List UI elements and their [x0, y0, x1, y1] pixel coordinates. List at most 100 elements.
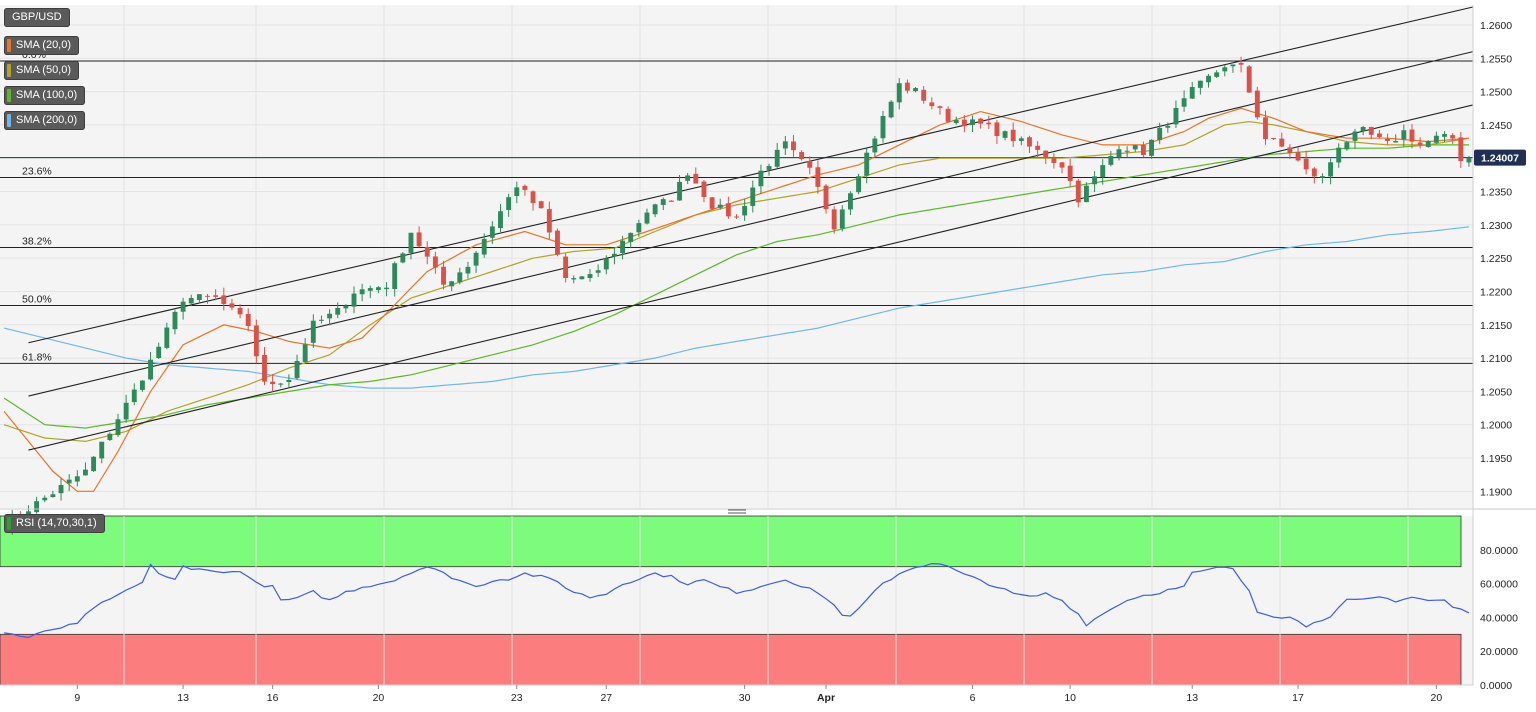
candle-bear — [1027, 137, 1032, 147]
sma-50-swatch — [7, 64, 11, 77]
candle-bear — [929, 102, 935, 107]
candle-bear — [221, 295, 227, 305]
price-tick-label: 1.2150 — [1480, 320, 1512, 332]
candle-bull — [50, 494, 56, 498]
candle-bull — [294, 360, 300, 379]
price-panel — [0, 5, 1473, 508]
legend-sma-100[interactable]: SMA (100,0) — [4, 86, 86, 105]
price-tick-label: 1.2050 — [1480, 386, 1512, 398]
candle-bear — [522, 185, 528, 190]
candle-bull — [1328, 162, 1334, 177]
candle-bear — [1303, 158, 1309, 170]
x-tick-label: 27 — [600, 692, 612, 704]
candle-bull — [302, 344, 308, 363]
candle-bull — [677, 181, 682, 201]
candle-bull — [115, 419, 121, 435]
candle-bull — [1466, 158, 1472, 163]
x-tick-label: 16 — [267, 692, 279, 704]
candle-bear — [815, 167, 821, 187]
candle-bull — [1425, 141, 1431, 147]
candle-bull — [392, 263, 398, 289]
candle-bull — [351, 293, 357, 307]
candle-bear — [904, 82, 910, 91]
candle-bull — [579, 276, 585, 280]
candle-bear — [668, 200, 674, 202]
candle-bear — [530, 191, 536, 204]
candle-bear — [921, 89, 927, 101]
candle-bear — [693, 173, 699, 184]
candle-bull — [327, 313, 333, 319]
candle-bull — [595, 270, 601, 273]
candle-bear — [701, 181, 707, 197]
candle-bull — [1230, 64, 1236, 67]
legend-sma-200[interactable]: SMA (200,0) — [4, 111, 86, 130]
candle-bull — [1206, 75, 1211, 83]
rsi-tick-label: 80.0000 — [1480, 545, 1518, 557]
candle-bear — [1246, 66, 1252, 93]
fib-label: 50.0% — [22, 293, 52, 305]
sma-100-swatch — [7, 89, 11, 102]
x-tick-label: 17 — [1292, 692, 1304, 704]
candle-bull — [58, 484, 64, 494]
candle-bull — [449, 281, 455, 287]
candle-bear — [1067, 165, 1073, 181]
candle-bull — [506, 197, 512, 210]
candle-bear — [725, 203, 731, 217]
candle-bull — [1018, 138, 1024, 141]
candle-bull — [1352, 131, 1358, 141]
rsi-swatch — [7, 517, 11, 530]
candle-bull — [1336, 147, 1342, 163]
candle-bear — [807, 160, 813, 168]
candle-bull — [1214, 72, 1220, 77]
candle-bear — [799, 151, 805, 160]
candle-bull — [83, 469, 88, 476]
candle-bull — [74, 476, 80, 482]
candle-bear — [1458, 137, 1464, 162]
candle-bear — [1295, 152, 1301, 161]
candle-bear — [213, 295, 219, 297]
candle-bull — [970, 119, 975, 126]
candle-bull — [660, 199, 666, 205]
candle-bear — [1263, 117, 1268, 140]
candle-bull — [628, 232, 634, 243]
candle-bull — [1320, 176, 1325, 178]
candle-bull — [913, 88, 918, 92]
price-tick-label: 1.2550 — [1480, 53, 1512, 65]
candle-bull — [685, 175, 691, 181]
legend-sma-20[interactable]: SMA (20,0) — [4, 36, 80, 55]
candle-bull — [888, 101, 894, 118]
legend-sma-50[interactable]: SMA (50,0) — [4, 61, 80, 80]
candle-bull — [180, 301, 186, 312]
candle-bull — [766, 166, 772, 170]
candle-bull — [172, 311, 178, 330]
candle-bull — [1433, 135, 1439, 143]
candle-bull — [896, 83, 902, 103]
candle-bear — [270, 381, 276, 385]
x-tick-label: 13 — [177, 692, 189, 704]
candle-bear — [416, 232, 422, 247]
candle-bear — [823, 185, 829, 210]
candle-bull — [408, 232, 414, 253]
candle-bull — [278, 383, 284, 385]
candle-bull — [1197, 80, 1203, 88]
candle-bull — [782, 141, 788, 149]
candle-bull — [1108, 156, 1114, 165]
x-tick-label: 20 — [373, 692, 385, 704]
symbol-label[interactable]: GBP/USD — [4, 8, 70, 27]
rsi-tick-label: 0.0000 — [1480, 680, 1512, 692]
candle-bear — [432, 256, 438, 268]
candle-bull — [148, 359, 153, 380]
candle-bear — [709, 197, 715, 209]
candle-bear — [945, 108, 951, 122]
candle-bull — [123, 402, 129, 420]
price-tick-label: 1.2600 — [1480, 20, 1512, 32]
candle-bull — [107, 433, 113, 440]
candle-bear — [1059, 162, 1065, 168]
candle-bear — [538, 201, 544, 209]
channel-line — [28, 51, 1474, 397]
candle-bull — [1132, 145, 1138, 150]
candle-bull — [758, 170, 764, 187]
candle-bear — [1368, 126, 1374, 135]
rsi-label[interactable]: RSI (14,70,30,1) — [4, 514, 105, 533]
candle-bull — [1092, 176, 1098, 185]
